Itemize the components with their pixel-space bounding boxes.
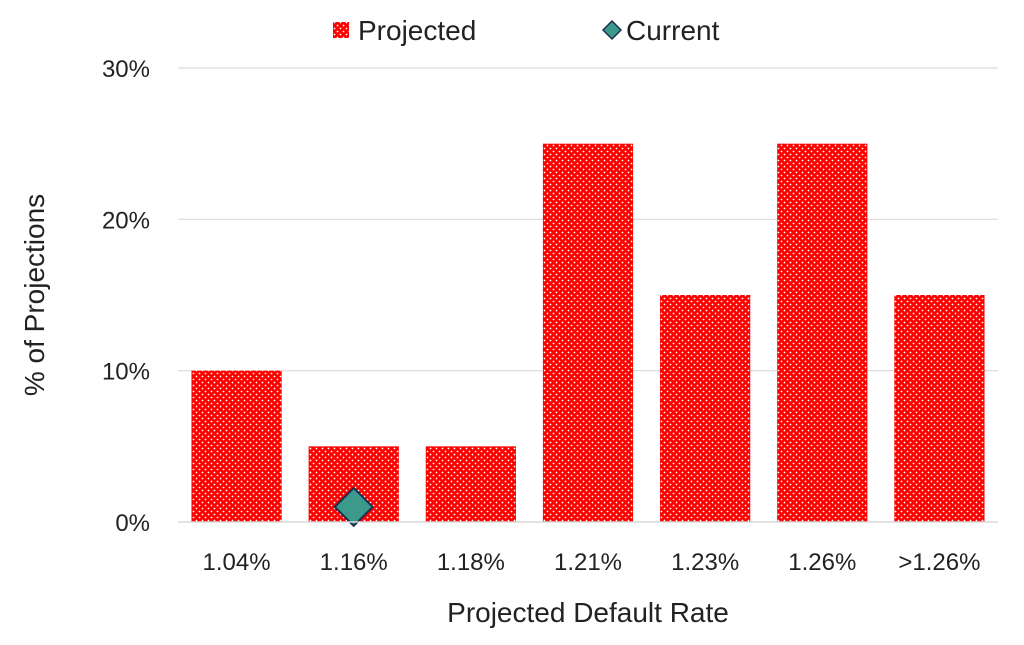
x-tick-label: 1.16%: [320, 549, 388, 576]
y-tick-label: 30%: [102, 56, 150, 83]
x-axis-ticks: 1.04% 1.16% 1.18% 1.21% 1.23% 1.26% >1.26%: [203, 549, 981, 576]
y-tick-label: 0%: [115, 510, 150, 537]
y-tick-label: 10%: [102, 359, 150, 386]
y-axis-ticks: 0% 10% 20% 30%: [102, 56, 150, 537]
bar: [660, 295, 751, 522]
x-tick-label: 1.23%: [671, 549, 739, 576]
x-tick-label: 1.18%: [437, 549, 505, 576]
bar: [894, 295, 985, 522]
x-tick-label: >1.26%: [898, 549, 980, 576]
legend-swatch-projected: [333, 22, 349, 38]
y-tick-label: 20%: [102, 207, 150, 234]
x-axis-title: Projected Default Rate: [447, 597, 729, 628]
bar: [191, 370, 282, 522]
bar: [542, 143, 634, 522]
legend: Projected Current: [333, 15, 720, 46]
x-tick-label: 1.21%: [554, 549, 622, 576]
current-markers: [333, 486, 375, 528]
x-tick-label: 1.04%: [203, 549, 271, 576]
x-tick-label: 1.26%: [788, 549, 856, 576]
y-axis-title: % of Projections: [19, 194, 50, 396]
bars: [191, 143, 985, 522]
legend-label-projected: Projected: [358, 15, 476, 46]
legend-swatch-current: [601, 19, 623, 41]
legend-label-current: Current: [626, 15, 720, 46]
bar: [425, 446, 516, 522]
bar: [777, 143, 868, 522]
current-marker: [333, 486, 375, 528]
